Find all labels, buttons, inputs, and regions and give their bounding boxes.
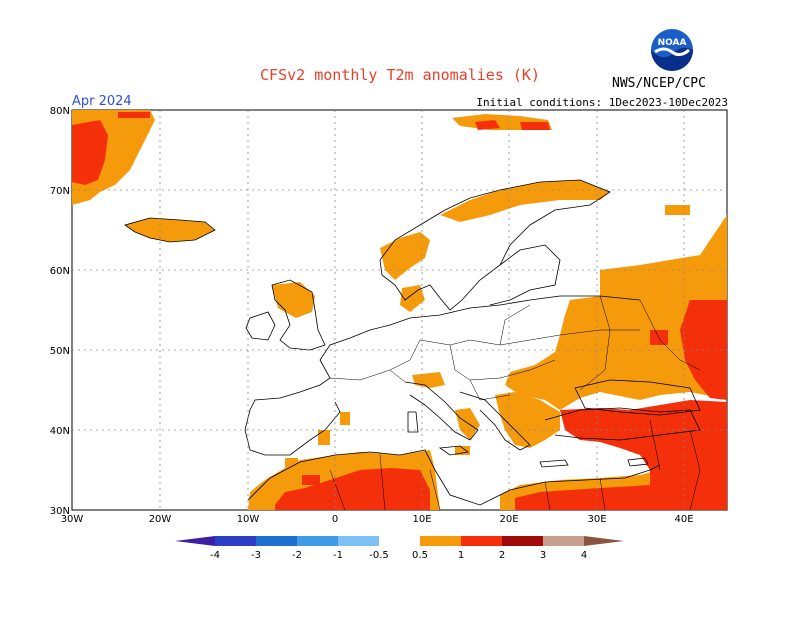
- colorbar-tick-label: -4: [210, 550, 220, 561]
- lat-label-30n: 30N: [50, 506, 70, 517]
- latitude-labels: 80N 70N 60N 50N 40N 30N: [50, 106, 70, 517]
- map-title: CFSv2 monthly T2m anomalies (K): [260, 66, 540, 84]
- colorbar-segment: [215, 536, 256, 546]
- colorbar: -4 -3 -2 -1 -0.5 0.5 1 2 3 4: [175, 536, 624, 561]
- colorbar-tick-label: -0.5: [369, 550, 389, 561]
- lon-label-40e: 40E: [674, 514, 693, 525]
- lat-label-60n: 60N: [50, 266, 70, 277]
- initial-conditions: Initial conditions: 1Dec2023-10Dec2023: [476, 96, 728, 109]
- colorbar-tick-label: -3: [251, 550, 261, 561]
- colorbar-tick-label: 4: [581, 550, 587, 561]
- colorbar-segment: [543, 536, 584, 546]
- colorbar-tick-label: 0.5: [412, 550, 428, 561]
- colorbar-segment: [297, 536, 338, 546]
- lat-label-40n: 40N: [50, 426, 70, 437]
- longitude-labels: 30W 20W 10W 0 10E 20E 30E 40E: [61, 514, 694, 525]
- lon-label-0: 0: [332, 514, 338, 525]
- lon-label-20w: 20W: [149, 514, 172, 525]
- colorbar-tick-label: 1: [458, 550, 464, 561]
- colorbar-segment: [256, 536, 297, 546]
- colorbar-tick-label: -1: [333, 550, 343, 561]
- graticule: [72, 110, 727, 510]
- lon-label-10e: 10E: [412, 514, 431, 525]
- lon-label-30e: 30E: [587, 514, 606, 525]
- noaa-logo-text: NOAA: [658, 38, 687, 48]
- colorbar-segment: [461, 536, 502, 546]
- lon-label-20e: 20E: [499, 514, 518, 525]
- forecast-month: Apr 2024: [72, 94, 132, 109]
- colorbar-segment: [420, 536, 461, 546]
- lat-label-50n: 50N: [50, 346, 70, 357]
- colorbar-tick-label: 2: [499, 550, 505, 561]
- colorbar-segment: [502, 536, 543, 546]
- colorbar-segment: [338, 536, 379, 546]
- lat-label-70n: 70N: [50, 186, 70, 197]
- lon-label-30w: 30W: [61, 514, 84, 525]
- lon-label-10w: 10W: [237, 514, 260, 525]
- colorbar-arrow-high: [584, 536, 624, 546]
- colorbar-tick-label: -2: [292, 550, 302, 561]
- colorbar-arrow-low: [175, 536, 215, 546]
- organization-label: NWS/NCEP/CPC: [612, 76, 706, 91]
- noaa-logo-icon: NOAA: [651, 29, 693, 71]
- lat-label-80n: 80N: [50, 106, 70, 117]
- colorbar-segment: [379, 536, 420, 546]
- colorbar-tick-label: 3: [540, 550, 546, 561]
- country-borders: [329, 295, 701, 511]
